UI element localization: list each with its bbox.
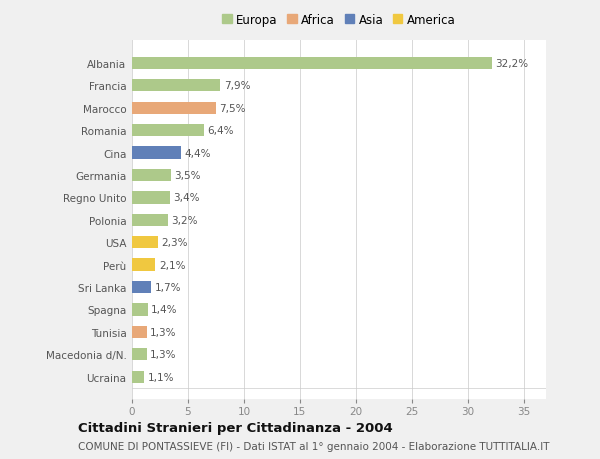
Text: 1,3%: 1,3%: [150, 327, 176, 337]
Text: COMUNE DI PONTASSIEVE (FI) - Dati ISTAT al 1° gennaio 2004 - Elaborazione TUTTIT: COMUNE DI PONTASSIEVE (FI) - Dati ISTAT …: [78, 441, 550, 451]
Bar: [132, 371, 145, 383]
Text: 3,5%: 3,5%: [175, 171, 201, 180]
Bar: [132, 80, 220, 92]
Text: 1,7%: 1,7%: [154, 282, 181, 292]
Bar: [132, 57, 492, 70]
Text: 1,4%: 1,4%: [151, 305, 178, 315]
Bar: [132, 236, 158, 249]
Text: Cittadini Stranieri per Cittadinanza - 2004: Cittadini Stranieri per Cittadinanza - 2…: [78, 421, 393, 434]
Bar: [132, 102, 216, 115]
Text: 3,4%: 3,4%: [173, 193, 200, 203]
Bar: [132, 326, 146, 338]
Text: 2,3%: 2,3%: [161, 238, 188, 248]
Bar: [132, 348, 146, 361]
Bar: [132, 281, 151, 294]
Text: 6,4%: 6,4%: [207, 126, 233, 136]
Text: 2,1%: 2,1%: [159, 260, 185, 270]
Bar: [132, 214, 168, 226]
Text: 7,5%: 7,5%: [219, 103, 246, 113]
Text: 1,1%: 1,1%: [148, 372, 174, 382]
Legend: Europa, Africa, Asia, America: Europa, Africa, Asia, America: [220, 11, 458, 29]
Bar: [132, 192, 170, 204]
Text: 32,2%: 32,2%: [496, 59, 529, 69]
Bar: [132, 125, 203, 137]
Text: 3,2%: 3,2%: [171, 215, 197, 225]
Bar: [132, 147, 181, 159]
Text: 4,4%: 4,4%: [185, 148, 211, 158]
Bar: [132, 304, 148, 316]
Bar: [132, 259, 155, 271]
Text: 7,9%: 7,9%: [224, 81, 250, 91]
Bar: [132, 169, 171, 182]
Text: 1,3%: 1,3%: [150, 350, 176, 359]
